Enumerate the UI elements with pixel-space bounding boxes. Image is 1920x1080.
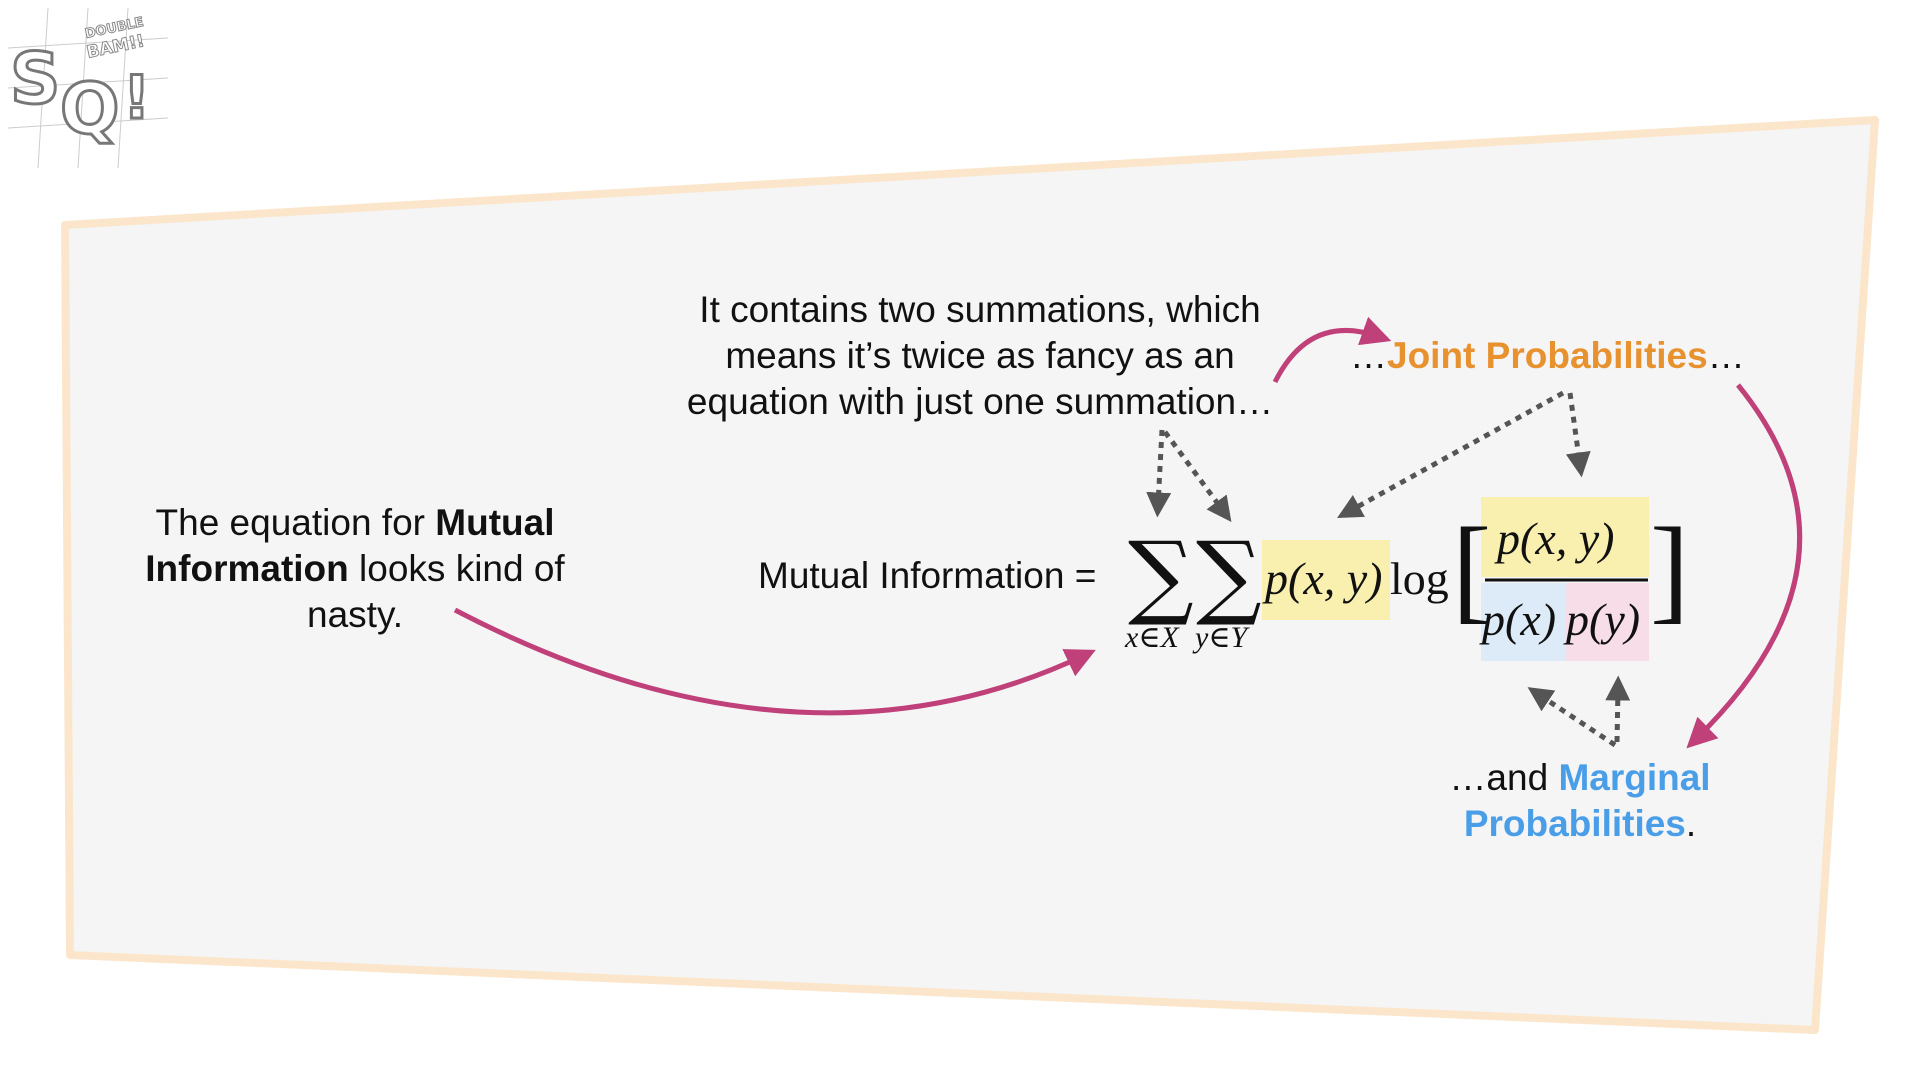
summation-x-sigma: ∑ (1128, 522, 1194, 629)
top-note: It contains two summations, which means … (660, 287, 1300, 425)
dotted-arrow-sum2 (1162, 430, 1232, 523)
svg-text:S: S (10, 38, 60, 120)
marginal-note-prefix: …and (1449, 757, 1559, 798)
marginal-note-highlight1: Marginal (1558, 757, 1711, 798)
left-bracket: [ (1452, 503, 1492, 634)
arrow-left-note-to-equation (453, 607, 1096, 716)
joint-note-suffix: … (1707, 335, 1745, 376)
joint-note-prefix: … (1350, 335, 1387, 376)
top-note-line: means it’s twice as fancy as an (725, 335, 1235, 376)
marginal-note-suffix: . (1685, 803, 1697, 844)
denominator-x-term: p(x) (1482, 594, 1557, 645)
top-note-line: equation with just one summation… (686, 381, 1274, 422)
right-bracket: ] (1650, 503, 1690, 634)
marginal-note-highlight2: Probabilities (1463, 803, 1686, 844)
dotted-arrow-sum1 (1146, 429, 1172, 518)
left-note: The equation for Mutual Information look… (110, 500, 600, 638)
log-term: log (1390, 553, 1449, 604)
summation-y-subscript: y∈Y (1195, 621, 1248, 654)
joint-note: …Joint Probabilities… (1350, 333, 1770, 379)
joint-probability-term: p(x, y) (1265, 553, 1383, 604)
arrow-joint-to-marginal (1686, 383, 1803, 749)
svg-text:Q: Q (60, 68, 120, 150)
left-note-line1-plain: The equation for (155, 502, 436, 543)
dotted-arrow-marg-left (1527, 687, 1617, 748)
numerator-highlight (1481, 497, 1649, 577)
numerator-term: p(x, y) (1497, 513, 1615, 564)
top-note-line: It contains two summations, which (699, 289, 1261, 330)
background-panel (61, 116, 1879, 1034)
dotted-arrow-joint-right (1565, 392, 1591, 478)
dotted-arrow-marg-right (1605, 675, 1631, 743)
denominator-y-highlight (1566, 583, 1649, 661)
left-note-line2-bold: Information (145, 548, 349, 589)
joint-prob-highlight (1262, 540, 1390, 620)
summation-x-subscript: x∈X (1125, 621, 1179, 654)
statquest-logo: S Q ! DOUBLE BAM!! (7, 7, 169, 169)
svg-text:!: ! (123, 63, 150, 133)
denominator-y-term: p(y) (1566, 594, 1641, 645)
joint-note-highlight: Joint Probabilities (1387, 335, 1708, 376)
dotted-arrow-joint-left (1337, 390, 1565, 519)
arrow-top-note-to-joint (1272, 316, 1392, 384)
equation-label: Mutual Information = (758, 555, 1097, 596)
left-note-line3: nasty. (307, 594, 403, 635)
summation-y-sigma: ∑ (1196, 522, 1262, 629)
left-note-line2-plain: looks kind of (348, 548, 565, 589)
marginal-note: …and Marginal Probabilities. (1420, 755, 1740, 847)
left-note-line1-bold: Mutual (435, 502, 555, 543)
logo-graphic: S Q ! DOUBLE BAM!! (7, 7, 169, 169)
denominator-x-highlight (1481, 583, 1566, 661)
